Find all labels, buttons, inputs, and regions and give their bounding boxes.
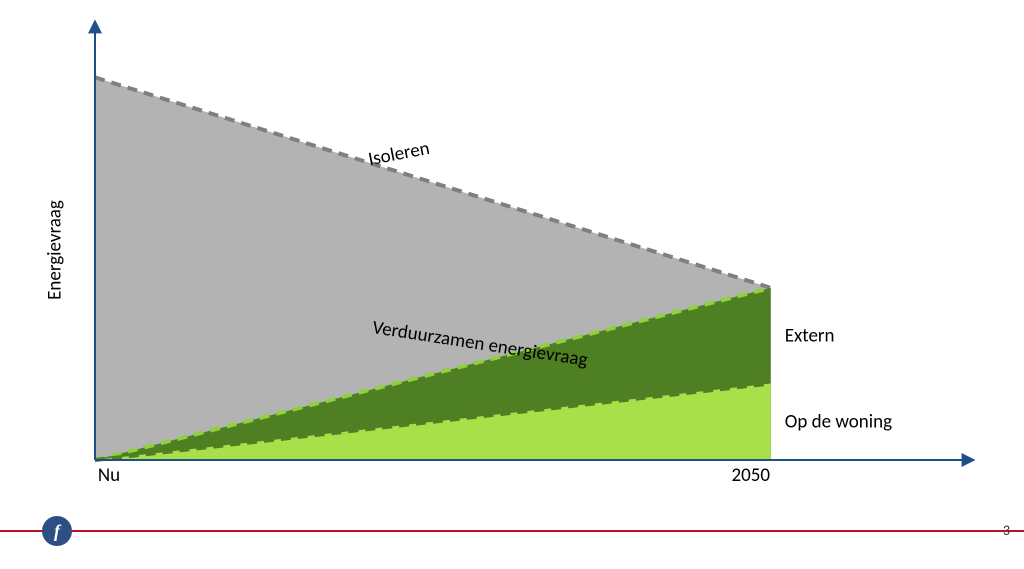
- x-tick-start: Nu: [98, 464, 120, 487]
- label-extern: Extern: [785, 324, 835, 347]
- footer-divider: [0, 530, 1024, 532]
- energy-chart: Energievraag IsolerenVerduurzamen energi…: [55, 10, 995, 500]
- plot-area: IsolerenVerduurzamen energievraagExternO…: [95, 20, 985, 480]
- page: Energievraag IsolerenVerduurzamen energi…: [0, 0, 1024, 569]
- y-axis-label: Energievraag: [44, 200, 67, 300]
- label-op-de-woning: Op de woning: [785, 410, 892, 433]
- page-number: 3: [1003, 522, 1010, 539]
- x-tick-end: 2050: [731, 464, 770, 487]
- footer-logo: f: [42, 516, 72, 546]
- logo-letter-icon: f: [54, 522, 60, 540]
